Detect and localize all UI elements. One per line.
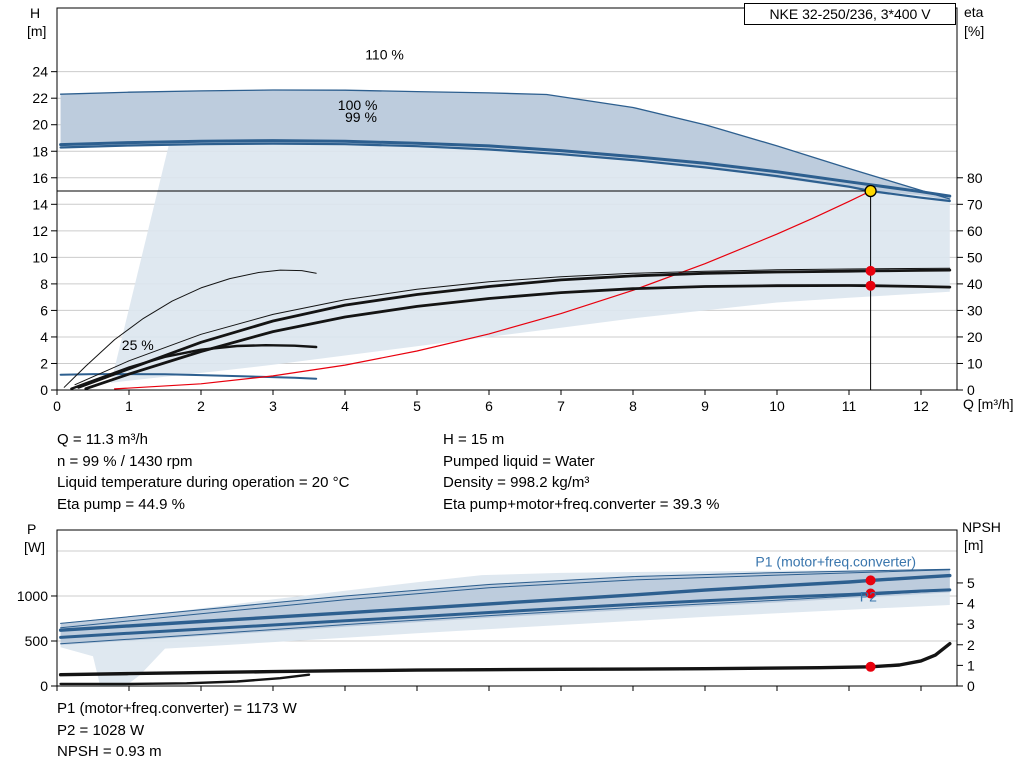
svg-text:0: 0 bbox=[53, 398, 61, 414]
svg-text:70: 70 bbox=[967, 196, 983, 212]
svg-text:7: 7 bbox=[557, 398, 565, 414]
svg-text:1000: 1000 bbox=[17, 588, 48, 604]
svg-text:1: 1 bbox=[125, 398, 133, 414]
svg-text:100 %: 100 % bbox=[338, 97, 378, 113]
svg-text:3: 3 bbox=[269, 398, 277, 414]
svg-text:2: 2 bbox=[40, 355, 48, 371]
info-density: Density = 998.2 kg/m³ bbox=[443, 474, 590, 491]
svg-text:10: 10 bbox=[967, 355, 983, 371]
svg-text:25 %: 25 % bbox=[122, 337, 154, 353]
info-n: n = 99 % / 1430 rpm bbox=[57, 452, 193, 470]
svg-text:110 %: 110 % bbox=[365, 47, 404, 63]
duty-info-left: Q = 11.3 m³/h n = 99 % / 1430 rpm Liquid… bbox=[57, 429, 349, 515]
info-p1: P1 (motor+freq.converter) = 1173 W bbox=[57, 700, 297, 717]
info-temp: Liquid temperature during operation = 20… bbox=[57, 474, 350, 491]
power-info: P1 (motor+freq.converter) = 1173 W P2 = … bbox=[57, 698, 297, 763]
h-axis-unit: [m] bbox=[27, 23, 47, 39]
svg-text:10: 10 bbox=[32, 249, 48, 265]
svg-text:1: 1 bbox=[967, 657, 975, 673]
eta-axis-label: eta bbox=[964, 4, 984, 20]
svg-text:4: 4 bbox=[967, 596, 975, 612]
svg-text:20: 20 bbox=[32, 117, 48, 133]
svg-text:24: 24 bbox=[32, 64, 48, 80]
info-eta-pump: Eta pump = 44.9 % bbox=[57, 495, 185, 513]
svg-text:5: 5 bbox=[967, 575, 975, 591]
svg-text:4: 4 bbox=[40, 329, 48, 345]
info-npsh: NPSH = 0.93 m bbox=[57, 743, 162, 760]
svg-text:6: 6 bbox=[40, 302, 48, 318]
svg-text:P2: P2 bbox=[860, 588, 877, 604]
eta-axis-unit: [%] bbox=[964, 23, 985, 39]
svg-text:12: 12 bbox=[913, 398, 929, 414]
svg-text:500: 500 bbox=[25, 633, 49, 649]
svg-text:6: 6 bbox=[485, 398, 493, 414]
p-axis-label: P bbox=[27, 521, 37, 537]
info-q: Q = 11.3 m³/h bbox=[57, 431, 149, 448]
svg-text:0: 0 bbox=[40, 678, 48, 694]
svg-text:2: 2 bbox=[197, 398, 205, 414]
svg-text:18: 18 bbox=[32, 143, 48, 159]
svg-text:10: 10 bbox=[769, 398, 785, 414]
svg-text:11: 11 bbox=[842, 398, 857, 414]
svg-text:22: 22 bbox=[32, 90, 48, 106]
svg-text:8: 8 bbox=[629, 398, 637, 414]
svg-text:50: 50 bbox=[967, 249, 983, 265]
svg-text:30: 30 bbox=[967, 302, 983, 318]
svg-text:12: 12 bbox=[32, 223, 48, 239]
qh-eta-chart: 110 %100 %99 %25 %0246810121416182022240… bbox=[32, 7, 983, 414]
info-eta-total: Eta pump+motor+freq.converter = 39.3 % bbox=[443, 495, 720, 513]
svg-text:2: 2 bbox=[967, 637, 975, 653]
svg-text:99 %: 99 % bbox=[345, 109, 377, 125]
info-liquid: Pumped liquid = Water bbox=[443, 452, 595, 470]
npsh-axis-label: NPSH bbox=[962, 519, 1001, 535]
q-axis-label: Q [m³/h] bbox=[963, 396, 1014, 412]
svg-text:4: 4 bbox=[341, 398, 349, 414]
svg-text:5: 5 bbox=[413, 398, 421, 414]
svg-text:P1 (motor+freq.converter): P1 (motor+freq.converter) bbox=[755, 553, 916, 569]
svg-text:0: 0 bbox=[967, 382, 975, 398]
svg-text:0: 0 bbox=[967, 678, 975, 694]
info-h: H = 15 m bbox=[443, 431, 505, 448]
svg-text:80: 80 bbox=[967, 170, 983, 186]
pump-model-title: NKE 32-250/236, 3*400 V bbox=[744, 3, 956, 25]
svg-text:0: 0 bbox=[40, 382, 48, 398]
svg-text:16: 16 bbox=[32, 170, 48, 186]
svg-text:3: 3 bbox=[967, 616, 975, 632]
info-p2: P2 = 1028 W bbox=[57, 721, 145, 739]
svg-text:40: 40 bbox=[967, 276, 983, 292]
svg-text:60: 60 bbox=[967, 223, 983, 239]
svg-text:20: 20 bbox=[967, 329, 983, 345]
p-axis-unit: [W] bbox=[24, 539, 45, 555]
duty-info-right: H = 15 m Pumped liquid = Water Density =… bbox=[443, 429, 719, 515]
svg-text:9: 9 bbox=[701, 398, 709, 414]
svg-text:14: 14 bbox=[32, 196, 48, 212]
power-npsh-chart: P1 (motor+freq.converter) P2 0 500 1000 0 1 2 3 4… bbox=[17, 529, 975, 694]
npsh-axis-unit: [m] bbox=[964, 537, 984, 553]
svg-text:8: 8 bbox=[40, 276, 48, 292]
h-axis-label: H bbox=[30, 5, 41, 21]
